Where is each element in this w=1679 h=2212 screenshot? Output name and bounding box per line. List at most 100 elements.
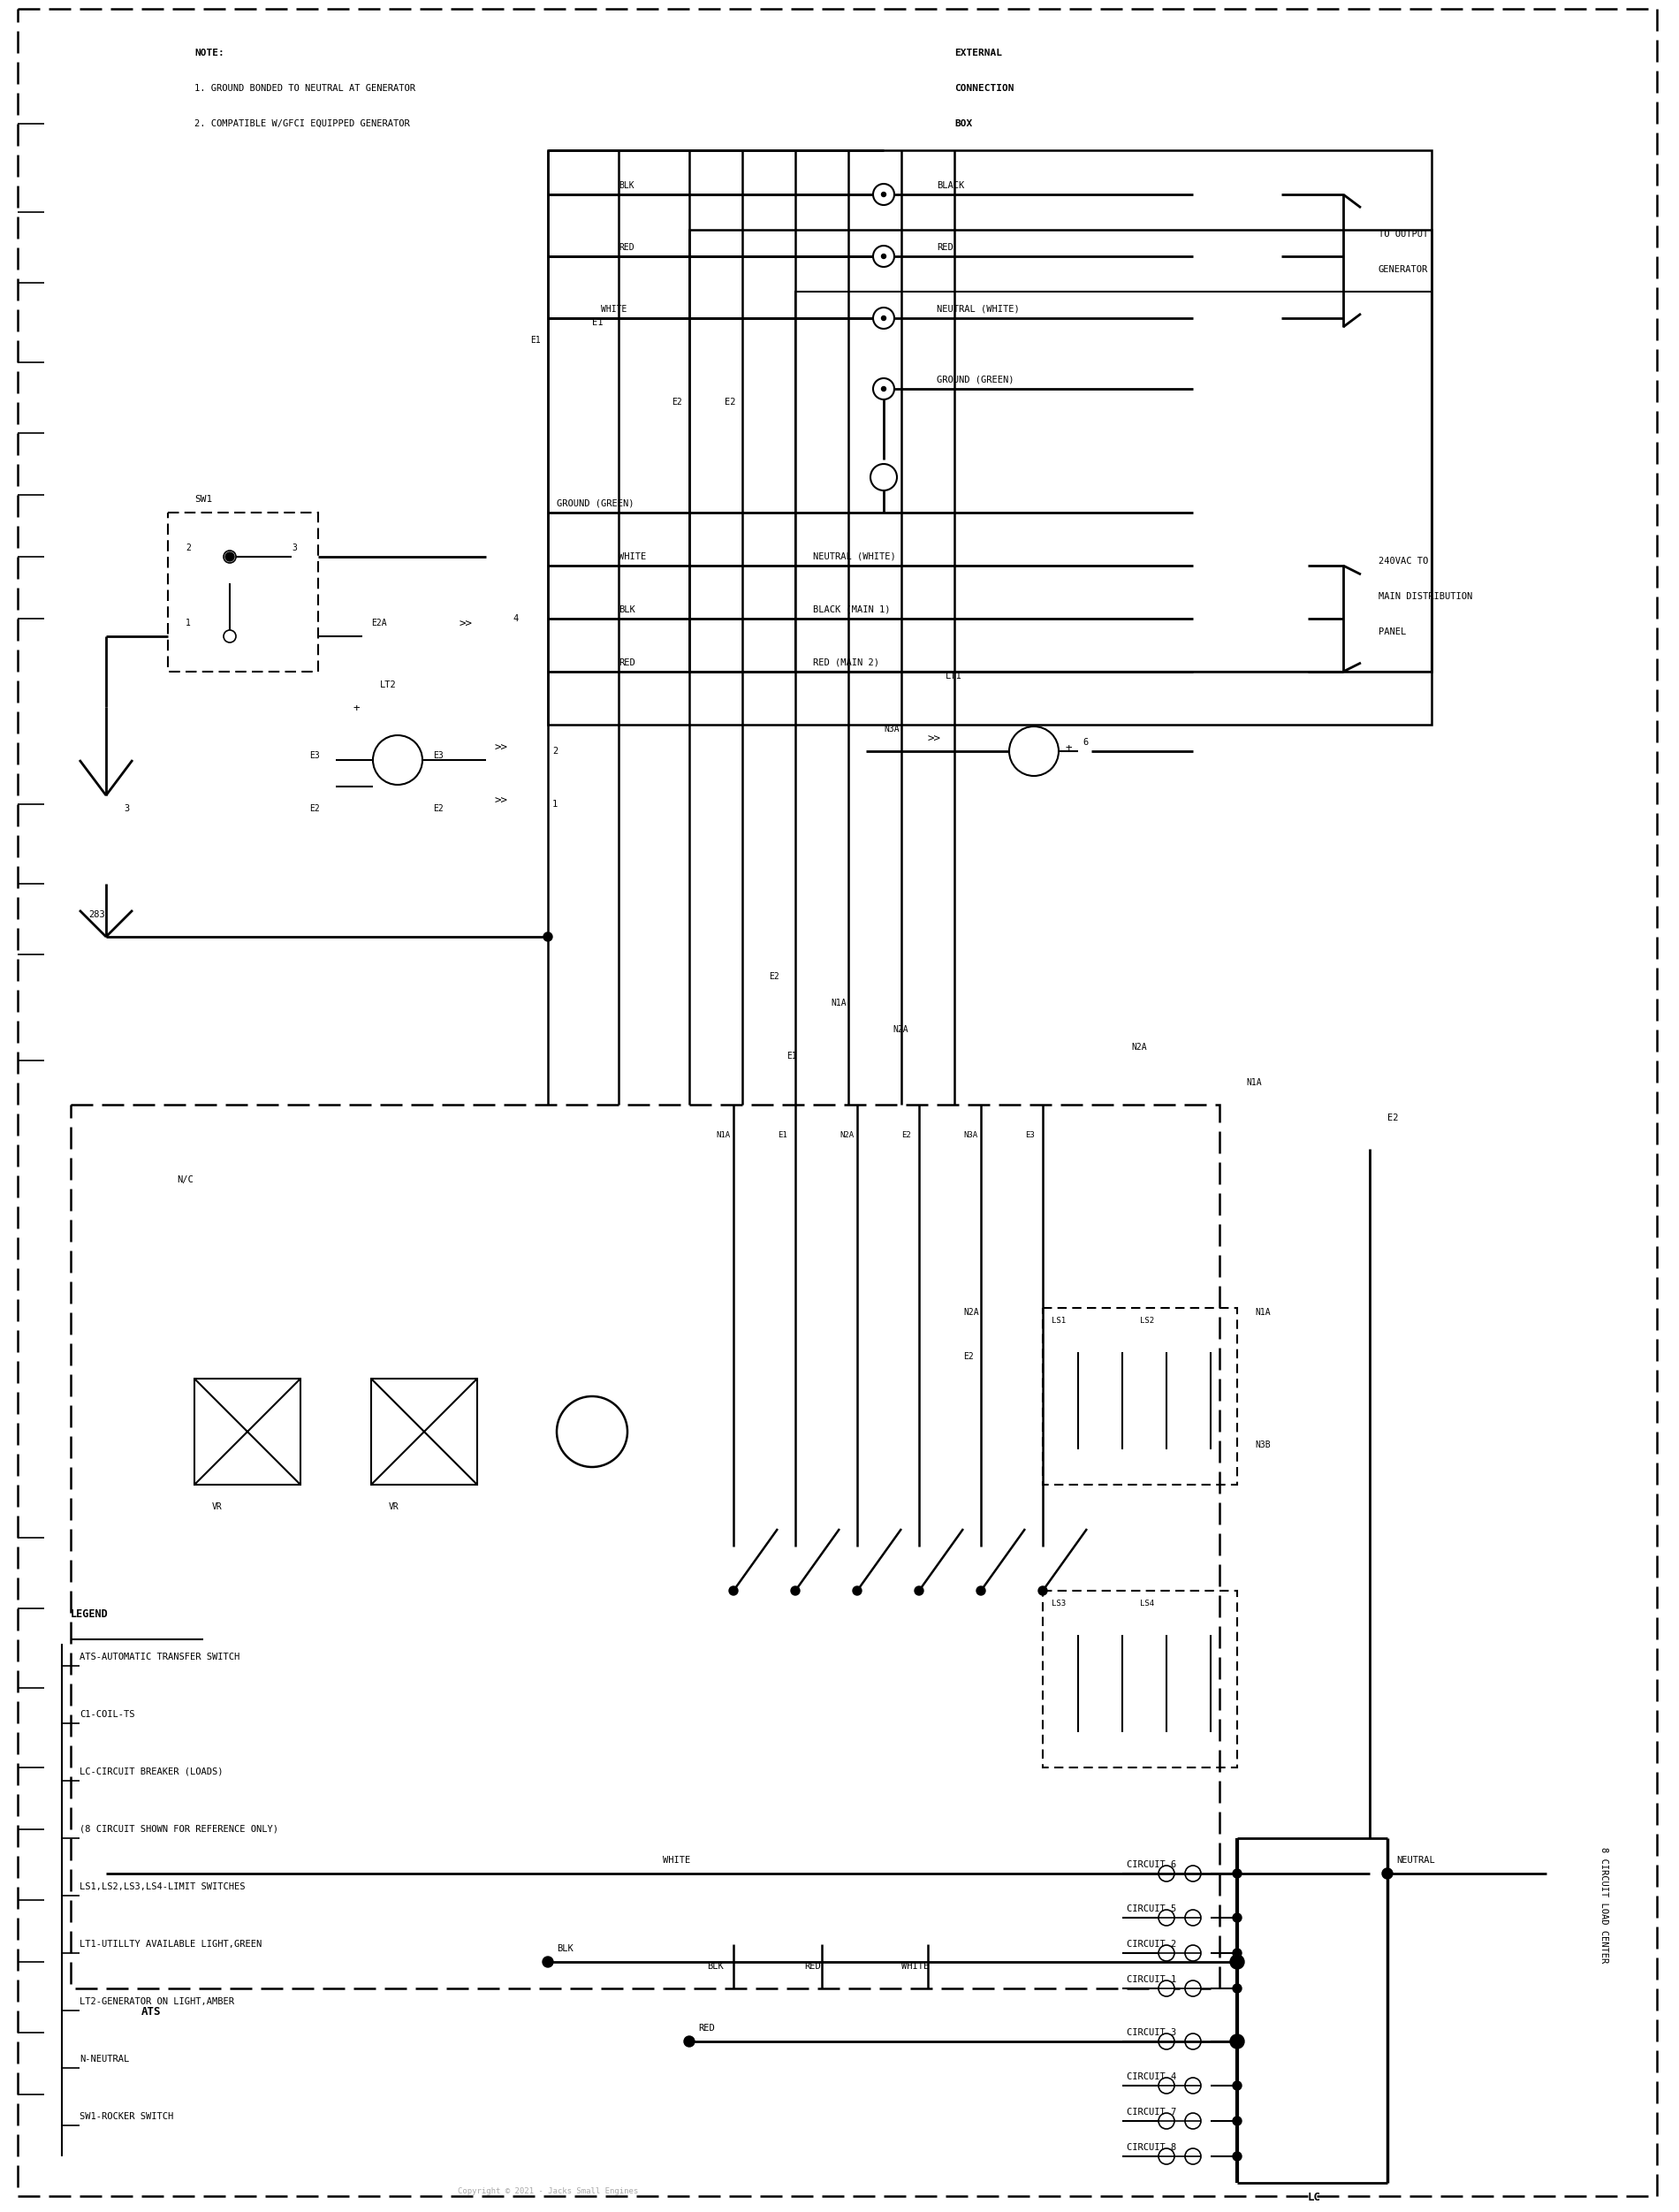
Text: N2A: N2A — [893, 1024, 908, 1033]
Text: SW1-ROCKER SWITCH: SW1-ROCKER SWITCH — [79, 2112, 173, 2121]
Text: 3: 3 — [124, 805, 129, 814]
Text: A: A — [395, 770, 401, 779]
Circle shape — [881, 387, 887, 392]
Circle shape — [870, 465, 897, 491]
Circle shape — [873, 378, 895, 400]
Text: RED: RED — [804, 1962, 821, 1971]
Text: BLK: BLK — [557, 1944, 573, 1953]
Circle shape — [873, 246, 895, 268]
Text: E1: E1 — [777, 1130, 787, 1139]
Circle shape — [1159, 2112, 1174, 2128]
Circle shape — [1185, 1944, 1200, 1962]
Text: WHITE: WHITE — [902, 1962, 928, 1971]
Text: 2: 2 — [552, 748, 557, 757]
Text: WHITE: WHITE — [601, 305, 626, 314]
Text: G: G — [1019, 761, 1026, 770]
Text: BLACK: BLACK — [937, 181, 964, 190]
Text: E3: E3 — [1026, 1130, 1034, 1139]
Text: CIRCUIT 6: CIRCUIT 6 — [1127, 1860, 1177, 1869]
Circle shape — [544, 931, 552, 940]
Text: 4: 4 — [512, 615, 519, 624]
Text: CIRCUIT 4: CIRCUIT 4 — [1127, 2073, 1177, 2081]
Text: RED: RED — [618, 659, 635, 668]
Text: RED: RED — [937, 243, 954, 252]
Circle shape — [1009, 726, 1059, 776]
Circle shape — [1232, 2037, 1241, 2046]
Text: RED: RED — [618, 243, 635, 252]
Circle shape — [791, 1586, 799, 1595]
Text: 1. GROUND BONDED TO NEUTRAL AT GENERATOR: 1. GROUND BONDED TO NEUTRAL AT GENERATOR — [195, 84, 415, 93]
Text: ATS-AUTOMATIC TRANSFER SWITCH: ATS-AUTOMATIC TRANSFER SWITCH — [79, 1652, 240, 1661]
Text: LS4: LS4 — [1140, 1599, 1153, 1608]
Text: NEUTRAL: NEUTRAL — [1397, 1856, 1436, 1865]
Text: BLK: BLK — [707, 1962, 724, 1971]
Text: MAIN DISTRIBUTION: MAIN DISTRIBUTION — [1378, 593, 1472, 602]
Bar — [796, 292, 1432, 672]
Circle shape — [729, 1586, 737, 1595]
Text: N1A: N1A — [1246, 1077, 1261, 1086]
Bar — [371, 1378, 477, 1484]
Text: ATS: ATS — [141, 2006, 161, 2017]
Text: E2A: E2A — [371, 619, 386, 628]
Text: 283: 283 — [89, 911, 104, 920]
Text: BLK: BLK — [618, 606, 635, 615]
Text: 1: 1 — [186, 619, 191, 628]
Text: +: + — [1064, 743, 1071, 754]
Text: 240VAC TO: 240VAC TO — [1378, 557, 1429, 566]
Text: 2: 2 — [186, 544, 191, 553]
Text: GROUND (GREEN): GROUND (GREEN) — [937, 376, 1014, 385]
Circle shape — [1038, 1586, 1048, 1595]
Circle shape — [1232, 1949, 1241, 1958]
Text: 6: 6 — [1083, 739, 1088, 748]
Text: E3: E3 — [433, 752, 443, 761]
Circle shape — [1382, 1869, 1392, 1878]
Circle shape — [915, 1586, 923, 1595]
Circle shape — [1185, 1865, 1200, 1882]
Text: VR: VR — [390, 1502, 400, 1511]
Text: C1-COIL-TS: C1-COIL-TS — [79, 1710, 134, 1719]
Circle shape — [557, 1396, 628, 1467]
Circle shape — [223, 551, 237, 562]
Text: E2: E2 — [902, 1130, 910, 1139]
Circle shape — [1231, 2035, 1244, 2048]
Circle shape — [223, 630, 237, 641]
Text: N3A: N3A — [964, 1130, 977, 1139]
Circle shape — [1159, 1944, 1174, 1962]
Circle shape — [683, 2035, 695, 2046]
Text: LEGEND: LEGEND — [71, 1608, 109, 1619]
Text: E3: E3 — [309, 752, 319, 761]
Text: CIRCUIT 7: CIRCUIT 7 — [1127, 2108, 1177, 2117]
Text: NOTE:: NOTE: — [195, 49, 225, 58]
Bar — [71, 1104, 1219, 1989]
Circle shape — [1159, 2148, 1174, 2163]
Text: GENERATOR: GENERATOR — [1378, 265, 1429, 274]
Text: (8 CIRCUIT SHOWN FOR REFERENCE ONLY): (8 CIRCUIT SHOWN FOR REFERENCE ONLY) — [79, 1825, 279, 1834]
Circle shape — [1159, 2033, 1174, 2048]
Text: 2. COMPATIBLE W/GFCI EQUIPPED GENERATOR: 2. COMPATIBLE W/GFCI EQUIPPED GENERATOR — [195, 119, 410, 128]
Text: WHITE: WHITE — [663, 1856, 690, 1865]
Circle shape — [1159, 2077, 1174, 2093]
Text: N3B: N3B — [1254, 1440, 1271, 1449]
Text: LC: LC — [1308, 2192, 1321, 2203]
Text: BOX: BOX — [954, 119, 972, 128]
Text: LS1: LS1 — [1051, 1316, 1066, 1325]
Text: N1A: N1A — [715, 1130, 730, 1139]
Bar — [547, 150, 1432, 726]
Circle shape — [1232, 1869, 1241, 1878]
Text: E2: E2 — [1387, 1113, 1399, 1121]
Text: >>: >> — [460, 619, 473, 630]
Text: SW1: SW1 — [195, 495, 212, 504]
Text: N1A: N1A — [1254, 1307, 1271, 1316]
Text: VR: VR — [212, 1502, 222, 1511]
Circle shape — [1232, 2117, 1241, 2126]
Circle shape — [1231, 1955, 1244, 1969]
Text: CIRCUIT 8: CIRCUIT 8 — [1127, 2143, 1177, 2152]
Text: NEUTRAL (WHITE): NEUTRAL (WHITE) — [937, 305, 1019, 314]
Text: CIRCUIT 1: CIRCUIT 1 — [1127, 1975, 1177, 1984]
Circle shape — [853, 1586, 861, 1595]
Text: CONNECTION: CONNECTION — [954, 84, 1014, 93]
Bar — [168, 513, 317, 672]
Text: >>: >> — [495, 743, 509, 754]
Text: N2A: N2A — [1132, 1042, 1147, 1051]
Text: LS3: LS3 — [1051, 1599, 1066, 1608]
